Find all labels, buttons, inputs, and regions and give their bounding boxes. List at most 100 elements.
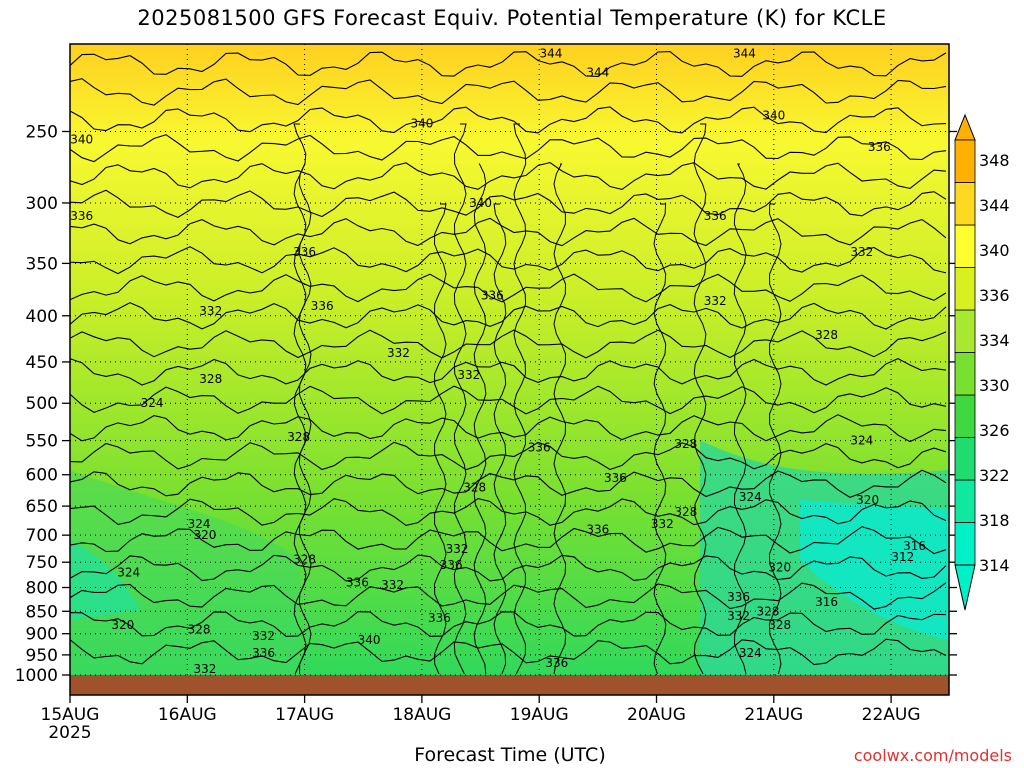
y-tick-label: 400 [26,307,58,327]
x-tick-label: 21AUG [744,705,803,725]
contour-streak [653,203,667,675]
contour-label: 336 [704,209,727,223]
contour-streak [433,203,447,675]
contour-label: 312 [891,550,914,564]
contour-line [70,329,947,359]
contour-label: 320 [193,528,216,542]
y-tick-label: 300 [26,194,58,214]
contour-label: 324 [739,646,762,660]
contour-label: 336 [727,590,750,604]
x-axis-label: Forecast Time (UTC) [414,744,606,766]
contour-line [70,273,947,303]
contour-label: 328 [756,604,779,618]
contour-label: 332 [850,245,873,259]
contour-label: 332 [457,368,480,382]
contour-label: 332 [727,609,750,623]
colorbar-segment [954,522,976,566]
contour-line [70,302,947,330]
x-tick-label: 15AUG [41,705,100,725]
contour-label: 336 [481,289,504,303]
contour-label: 336 [440,558,463,572]
y-tick-label: 450 [26,353,58,373]
contour-line [70,106,947,134]
ground-band [70,675,949,695]
contour-label: 336 [604,471,627,485]
contour-line [70,441,947,471]
x-tick-label: 19AUG [510,705,569,725]
colorbar-segment [954,182,976,226]
contour-line [70,189,947,219]
contour-label: 328 [463,481,486,495]
plot-area [70,44,949,695]
y-tick-label: 700 [26,526,58,546]
colorbar-label: 340 [979,241,1010,260]
contour-line [70,526,947,555]
colorbar-label: 322 [979,466,1010,485]
y-tick-label: 350 [26,254,58,274]
chart-title: 2025081500 GFS Forecast Equiv. Potential… [137,6,887,30]
contour-label: 340 [469,196,492,210]
contour-label: 316 [815,595,838,609]
contour-label: 340 [410,117,433,131]
contour-line [70,246,947,275]
contour-label: 328 [674,505,697,519]
contour-label: 340 [762,108,785,122]
contour-label: 328 [768,618,791,632]
contour-label: 332 [199,304,222,318]
contour-streak [693,123,707,675]
colorbar-segment [954,267,976,311]
x-tick-label: 17AUG [275,705,334,725]
contour-label: 336 [545,656,568,670]
colorbar-segment [954,394,976,438]
y-tick-label: 850 [26,602,58,622]
contour-label: 336 [70,209,93,223]
colorbar-segment [954,309,976,353]
y-tick-label: 900 [26,625,58,645]
credit-link[interactable]: coolwx.com/models [853,746,1012,765]
x-tick-label: 20AUG [627,705,686,725]
y-tick-label: 950 [26,646,58,666]
contour-label: 320 [856,493,879,507]
contour-label: 332 [446,542,469,556]
x-tick-label: 16AUG [158,705,217,725]
contour-streak [298,163,312,675]
y-tick-label: 800 [26,579,58,599]
contour-line [70,217,947,247]
colorbar-label: 336 [979,286,1010,305]
contour-label: 332 [193,662,216,676]
contour-label: 332 [651,517,674,531]
contour-label: 336 [868,140,891,154]
y-tick-label: 1000 [15,666,58,686]
y-tick-label: 600 [26,466,58,486]
x-year-label: 2025 [48,723,91,743]
contour-label: 336 [293,245,316,259]
contour-label: 324 [117,566,140,580]
contour-label: 328 [674,437,697,451]
colorbar-segment [954,224,976,268]
contour-line [70,357,947,386]
contour-line [70,51,947,77]
contour-label: 332 [381,578,404,592]
contour-label: 336 [586,523,609,537]
contour-label: 328 [287,430,310,444]
contour-streak [293,123,307,675]
contour-line [70,498,947,526]
contour-line [70,469,947,499]
contour-label: 324 [739,490,762,504]
contour-label: 320 [768,560,791,574]
contour-line [70,554,947,582]
contour-streak [553,163,567,675]
contour-label: 324 [188,517,211,531]
contour-label: 336 [252,646,275,660]
contour-streak [493,203,507,675]
axes: 250 300 350 400 450 500 550 600 650 700 750 800 850 9… [15,43,957,743]
x-tick-label: 22AUG [862,705,921,725]
contour-label: 332 [704,294,727,308]
y-tick-label: 250 [26,122,58,142]
colorbar-bottom-arrow [954,564,976,611]
colorbar-label: 326 [979,421,1010,440]
contour-line [70,134,947,163]
contour-label: 324 [141,396,164,410]
